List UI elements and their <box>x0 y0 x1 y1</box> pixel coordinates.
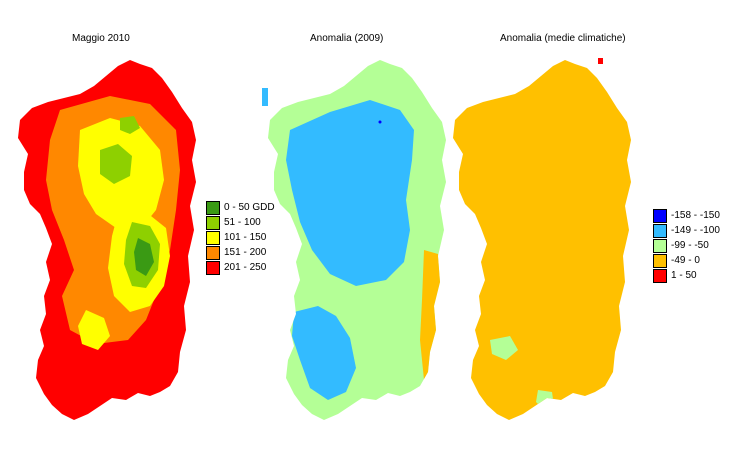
legend-item-1-50: 1 - 50 <box>653 268 720 283</box>
legend-label: 1 - 50 <box>671 270 697 281</box>
legend-item-neg49-0: -49 - 0 <box>653 253 720 268</box>
map-title-anomalia-medie-climatiche: Anomalia (medie climatiche) <box>500 33 626 44</box>
legend-gdd: 0 - 50 GDD 51 - 100 101 - 150 151 - 200 … <box>206 200 275 275</box>
map-title-maggio-2010: Maggio 2010 <box>72 33 130 44</box>
legend-item-51-100: 51 - 100 <box>206 215 275 230</box>
legend-swatch <box>206 200 220 215</box>
legend-swatch <box>653 223 667 238</box>
legend-swatch <box>653 208 667 223</box>
legend-item-201-250: 201 - 250 <box>206 260 275 275</box>
legend-swatch <box>653 238 667 253</box>
legend-label: -149 - -100 <box>671 225 720 236</box>
legend-label: -49 - 0 <box>671 255 700 266</box>
legend-label: 151 - 200 <box>224 247 267 258</box>
legend-item-151-200: 151 - 200 <box>206 245 275 260</box>
asinara-island <box>262 88 268 106</box>
legend-anomalia: -158 - -150 -149 - -100 -99 - -50 -49 - … <box>653 208 720 283</box>
legend-item-neg158-neg150: -158 - -150 <box>653 208 720 223</box>
legend-item-101-150: 101 - 150 <box>206 230 275 245</box>
small-island-ne <box>598 58 603 64</box>
legend-label: -99 - -50 <box>671 240 709 251</box>
legend-swatch <box>653 268 667 283</box>
legend-label: 101 - 150 <box>224 232 267 243</box>
map-maggio-2010 <box>18 60 196 420</box>
legend-item-neg99-neg50: -99 - -50 <box>653 238 720 253</box>
legend-swatch <box>206 260 220 275</box>
legend-label: 51 - 100 <box>224 217 261 228</box>
legend-item-0-50: 0 - 50 GDD <box>206 200 275 215</box>
map-anomalia-2009 <box>262 60 446 420</box>
legend-item-neg149-neg100: -149 - -100 <box>653 223 720 238</box>
legend-label: -158 - -150 <box>671 210 720 221</box>
legend-swatch <box>206 215 220 230</box>
legend-label: 201 - 250 <box>224 262 267 273</box>
legend-swatch <box>653 253 667 268</box>
map-title-anomalia-2009: Anomalia (2009) <box>310 33 384 44</box>
legend-swatch <box>206 230 220 245</box>
legend-label: 0 - 50 GDD <box>224 202 275 213</box>
map-anomalia-medie-climatiche <box>453 58 631 420</box>
legend-swatch <box>206 245 220 260</box>
